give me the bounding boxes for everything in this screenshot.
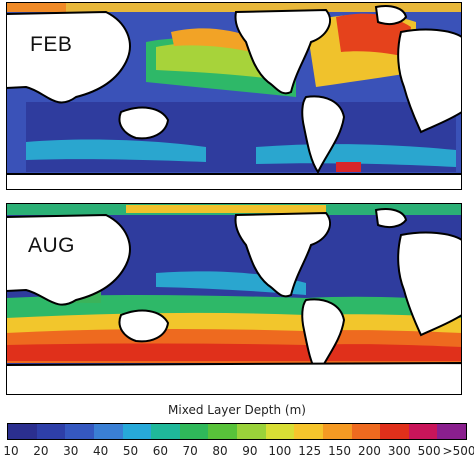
colorbar-swatch: [380, 424, 409, 439]
south-atlantic-hotspot: [336, 162, 361, 172]
colorbar-tick-label: >500: [442, 444, 474, 458]
colorbar-tick-label: 90: [242, 444, 258, 458]
land-masses: [6, 5, 462, 190]
colorbar-tick-label: 80: [212, 444, 228, 458]
colorbar-swatch: [322, 424, 352, 439]
colorbar-swatch: [208, 424, 237, 439]
colorbar: [7, 423, 467, 440]
australia-landmass: [118, 106, 170, 140]
colorbar-tick-label: 200: [357, 444, 381, 458]
colorbar-tick-label: 40: [92, 444, 109, 458]
land-masses: [6, 208, 462, 395]
southern-cyan-band-east: [256, 144, 456, 167]
colorbar-tick-label: 50: [122, 444, 139, 458]
africa-europe-landmass: [397, 28, 462, 134]
feb-label: FEB: [30, 33, 73, 56]
aug-label: AUG: [28, 234, 76, 257]
colorbar-tick-label: 300: [387, 444, 411, 458]
colorbar-tick-label: 10: [3, 444, 19, 458]
north-america-landmass: [234, 8, 331, 95]
colorbar-tick-label: 100: [268, 444, 292, 458]
feb-map-panel: FEB: [6, 2, 462, 190]
colorbar-tick-label: 500: [417, 444, 441, 458]
arctic-strip: [6, 2, 462, 12]
legend-title: Mixed Layer Depth (m): [168, 403, 306, 417]
aug-map-panel: AUG: [6, 203, 462, 395]
colorbar-ticks: 10 20 30 40 50 60 70 80 90 100 125 150 200 300 500 >500: [3, 444, 474, 460]
antarctica-landmass: [6, 173, 462, 190]
greenland-landmass: [374, 208, 408, 229]
colorbar-tick-label: 125: [298, 444, 322, 458]
arctic-strip-west: [6, 2, 66, 12]
south-america-landmass: [301, 95, 346, 174]
colorbar-tick-label: 30: [63, 444, 79, 458]
colorbar-swatch: [8, 424, 37, 439]
colorbar-swatch: [151, 424, 180, 439]
colorbar-swatch: [294, 424, 323, 439]
arctic-strip-yellow: [126, 205, 326, 213]
colorbar-swatch: [65, 424, 94, 439]
greenland-landmass: [374, 5, 408, 26]
asia-west-landmass: [6, 213, 131, 306]
colorbar-swatch: [122, 424, 152, 439]
colorbar-swatch: [437, 424, 466, 439]
colorbar-swatch: [36, 424, 66, 439]
colorbar-tick-label: 60: [152, 444, 168, 458]
aug-map: [6, 203, 462, 395]
africa-europe-landmass: [397, 231, 462, 337]
colorbar-swatch: [408, 424, 438, 439]
colorbar-tick-label: 20: [33, 444, 49, 458]
colorbar-tick-label: 70: [182, 444, 198, 458]
antarctica-landmass: [6, 361, 462, 395]
australia-landmass: [118, 309, 170, 343]
colorbar-swatch: [351, 424, 381, 439]
colorbar-swatch: [265, 424, 295, 439]
southern-cyan-band: [26, 139, 206, 162]
colorbar-swatch: [237, 424, 266, 439]
southern-red-band: [6, 343, 462, 361]
north-america-landmass: [234, 211, 331, 298]
colorbar-swatch: [93, 424, 123, 439]
asia-west-landmass: [6, 10, 131, 104]
feb-map: [6, 2, 462, 190]
colorbar-swatch: [179, 424, 209, 439]
colorbar-tick-label: 150: [328, 444, 351, 458]
